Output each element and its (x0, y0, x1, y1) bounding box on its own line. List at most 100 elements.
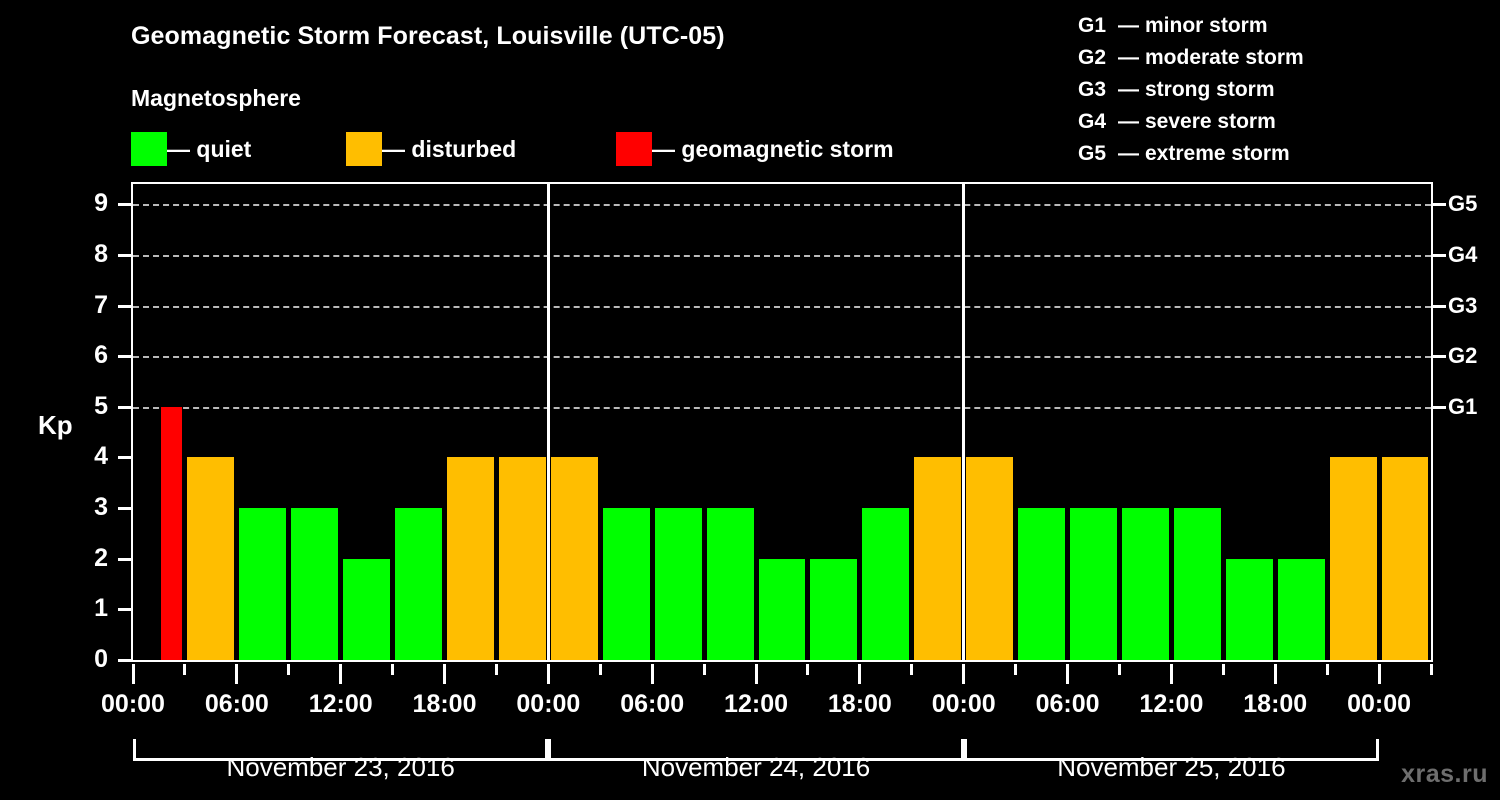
bar-11-quiet (706, 508, 754, 660)
y-tick-label-0: 0 (94, 645, 108, 673)
day-caption-2: November 24, 2016 (641, 752, 871, 782)
g-tick-mark-g1 (1433, 405, 1446, 409)
bar-20-quiet (1173, 508, 1221, 660)
day-caption-1: November 23, 2016 (226, 752, 455, 782)
y-tick-label-8: 8 (94, 239, 108, 268)
day-bracket-2 (548, 739, 964, 761)
gridline-kp-5 (133, 406, 1431, 409)
g-legend-dash: — (1118, 14, 1139, 37)
y-tick-label-1: 1 (94, 594, 108, 623)
y-tick-mark-5 (118, 405, 131, 409)
g-legend-dash: — (1118, 46, 1139, 69)
g-legend-code-g4: G4 (1078, 110, 1107, 133)
g-legend-row-g1: G1 — minor storm (1078, 14, 1498, 46)
x-tick-label-4: 00:00 (516, 690, 581, 718)
y-tick-label-9: 9 (94, 189, 108, 218)
x-tick-39h (806, 664, 810, 675)
color-swatch-disturbed (346, 132, 382, 166)
g-legend-dash: — (1118, 110, 1139, 133)
x-tick-69h (1325, 664, 1329, 675)
gridline-kp-6 (133, 356, 1431, 359)
x-tick-18h (443, 664, 447, 684)
x-tick-45h (910, 664, 914, 675)
bar-0-geomagnetic-storm (161, 406, 183, 660)
y-tick-label-6: 6 (94, 341, 108, 370)
g-legend-desc-g4: severe storm (1145, 110, 1276, 133)
y-tick-mark-8 (118, 253, 131, 257)
g-legend-code-g5: G5 (1078, 142, 1107, 165)
color-key-entry-geomagnetic-storm: — geomagnetic storm (616, 131, 894, 167)
day-bracket-3 (963, 739, 1380, 761)
day-caption-3: November 25, 2016 (1057, 752, 1286, 782)
x-tick-3h (183, 664, 187, 675)
x-tick-label-3: 18:00 (412, 690, 477, 718)
x-tick-57h (1117, 664, 1121, 675)
x-tick-label-1: 06:00 (204, 690, 269, 718)
day-separator-2 (962, 184, 966, 660)
y-tick-mark-1 (118, 608, 131, 612)
g-legend-dash: — (1118, 78, 1139, 101)
y-tick-label-4: 4 (94, 442, 108, 471)
g-legend-row-g5: G5 — extreme storm (1078, 142, 1498, 174)
x-tick-label-10: 12:00 (1139, 690, 1204, 718)
x-tick-15h (391, 664, 395, 675)
bar-8-disturbed (550, 457, 598, 660)
g-tick-label-g1: G1 (1448, 393, 1478, 419)
bar-5-quiet (395, 508, 442, 660)
x-tick-72h (1377, 664, 1381, 684)
bar-14-quiet (862, 508, 910, 660)
x-tick-label-5: 06:00 (620, 690, 685, 718)
bar-4-quiet (343, 558, 391, 660)
g-legend-dash: — (1118, 142, 1139, 165)
g-tick-label-g5: G5 (1448, 191, 1478, 217)
color-key-label-disturbed: — disturbed (382, 135, 517, 162)
x-tick-label-9: 06:00 (1035, 690, 1100, 718)
bar-18-quiet (1070, 508, 1117, 660)
y-tick-label-2: 2 (94, 543, 108, 572)
y-tick-mark-9 (118, 203, 131, 207)
x-tick-63h (1221, 664, 1225, 675)
g-tick-label-g4: G4 (1448, 241, 1478, 267)
g-legend-desc-g1: minor storm (1145, 14, 1268, 37)
bar-9-quiet (602, 508, 650, 660)
bar-15-disturbed (914, 457, 962, 660)
subsystem-label: Magnetosphere (131, 85, 301, 111)
x-tick-label-12: 00:00 (1347, 690, 1412, 718)
bar-2-quiet (239, 508, 287, 660)
color-key-label-geomagnetic-storm: — geomagnetic storm (652, 135, 894, 162)
y-tick-mark-3 (118, 507, 131, 511)
x-tick-66h (1273, 664, 1277, 684)
y-tick-mark-0 (118, 659, 131, 662)
bar-3-quiet (291, 508, 339, 660)
x-tick-36h (754, 664, 758, 684)
x-tick-24h (546, 664, 550, 684)
y-tick-label-5: 5 (94, 391, 108, 420)
plot-area (131, 182, 1433, 662)
g-legend-desc-g2: moderate storm (1145, 46, 1304, 69)
y-tick-label-3: 3 (94, 493, 108, 522)
y-tick-mark-4 (118, 456, 131, 460)
g-legend-row-g4: G4 — severe storm (1078, 110, 1498, 142)
g-tick-mark-g5 (1433, 203, 1446, 207)
g-tick-mark-g3 (1433, 304, 1446, 308)
x-tick-label-6: 12:00 (724, 690, 789, 718)
y-axis-title: Kp (38, 410, 73, 440)
x-tick-30h (650, 664, 654, 684)
g-tick-mark-g2 (1433, 355, 1446, 359)
color-key-entry-disturbed: — disturbed (346, 131, 516, 167)
x-tick-42h (858, 664, 862, 684)
gridline-kp-8 (133, 254, 1431, 257)
bar-12-quiet (758, 558, 806, 660)
bar-16-disturbed (966, 457, 1014, 660)
g-legend-desc-g5: extreme storm (1145, 142, 1290, 165)
bar-10-quiet (654, 508, 702, 660)
g-tick-label-g2: G2 (1448, 343, 1478, 369)
bar-6-disturbed (447, 457, 494, 660)
bar-13-quiet (810, 558, 858, 660)
color-swatch-geomagnetic-storm (616, 132, 652, 166)
y-tick-mark-6 (118, 355, 131, 359)
plot-inner (133, 184, 1431, 660)
x-tick-54h (1066, 664, 1070, 684)
x-tick-label-2: 12:00 (308, 690, 373, 718)
